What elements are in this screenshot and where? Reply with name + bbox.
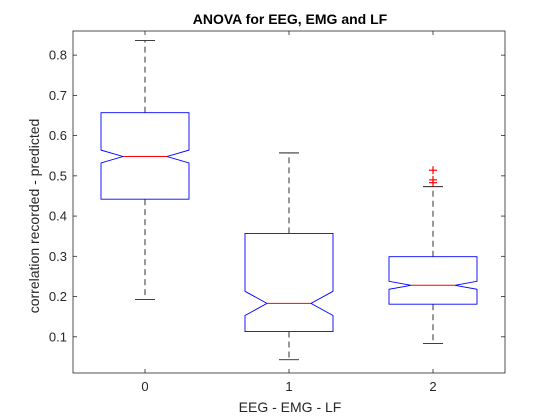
box-body xyxy=(244,232,334,333)
y-tick-label: 0.6 xyxy=(49,128,67,143)
x-tick-label: 0 xyxy=(141,379,148,394)
y-tick-label: 0.8 xyxy=(49,48,67,63)
box-body xyxy=(388,256,478,305)
x-axis-label: EEG - EMG - LF xyxy=(239,399,342,415)
y-tick-label: 0.1 xyxy=(49,329,67,344)
x-tick-label: 2 xyxy=(429,379,436,394)
box-body xyxy=(100,112,190,200)
y-tick-label: 0.5 xyxy=(49,168,67,183)
y-tick-label: 0.7 xyxy=(49,88,67,103)
y-tick-label: 0.2 xyxy=(49,289,67,304)
x-tick-label: 1 xyxy=(285,379,292,394)
y-axis-label: correlation recorded - predicted xyxy=(26,119,42,314)
chart-title: ANOVA for EEG, EMG and LF xyxy=(193,11,388,27)
y-tick-label: 0.3 xyxy=(49,249,67,264)
y-tick-label: 0.4 xyxy=(49,209,67,224)
plot-area: 0.1 0.2 0.3 0.4 0.5 0.6 0.7 0.8 0 1 2 xyxy=(49,30,506,394)
